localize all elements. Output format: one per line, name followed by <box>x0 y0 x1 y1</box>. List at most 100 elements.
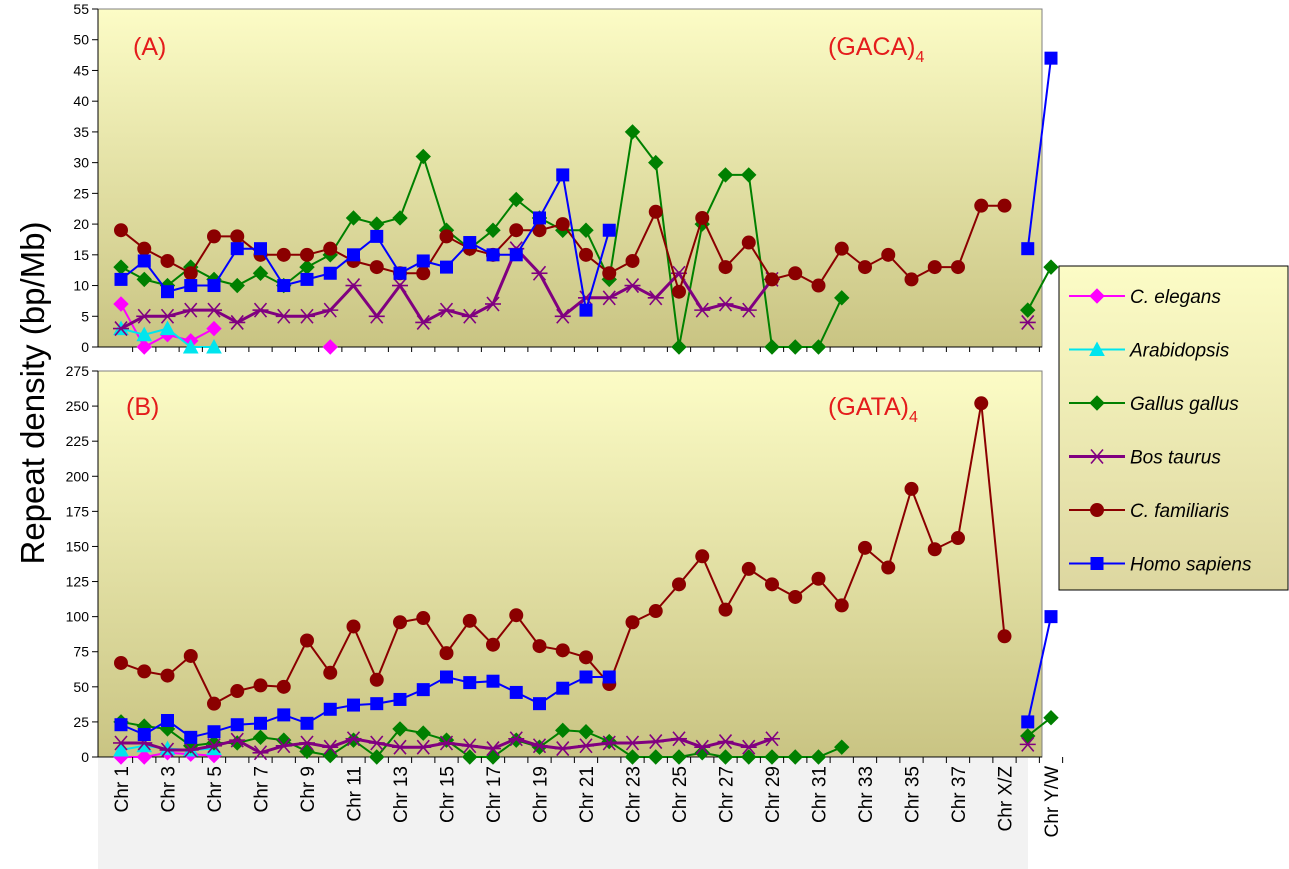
legend-item-homo-sapiens: Homo sapiens <box>1069 555 1252 576</box>
panel-a-series-homo-sapiens-marker <box>370 229 384 243</box>
panel-b-label: (B) <box>126 393 159 421</box>
panel-a-series-c-familiaris-marker <box>300 247 314 262</box>
panel-b-series-bos-taurus-marker-stroke <box>602 735 616 751</box>
panel-b-series-bos-taurus-marker <box>554 741 571 757</box>
panel-a-series-bos-taurus-marker <box>182 302 199 318</box>
panel-b-series-bos-taurus-marker-stroke <box>253 745 268 761</box>
panel-b-series-c-familiaris-marker <box>439 646 454 661</box>
panel-a-series-homo-sapiens-marker <box>184 279 198 293</box>
panel-a-series-bos-taurus-marker-stroke <box>370 308 384 324</box>
panel-a-series-bos-taurus-marker <box>415 314 432 330</box>
panel-a-series-c-familiaris-marker <box>160 253 175 268</box>
panel-b-series-homo-sapiens-marker <box>323 702 337 716</box>
panel-a-series-homo-sapiens-marker <box>393 266 407 280</box>
panel-b-series-bos-taurus-marker <box>764 731 780 747</box>
panel-b-y-tick-label: 25 <box>73 714 89 730</box>
panel-a-series-c-familiaris-marker <box>276 247 291 262</box>
panel-a-series-gallus-gallus-marker <box>229 277 245 294</box>
panel-b-series-bos-taurus-marker-stroke <box>765 731 779 747</box>
panel-a-series-bos-taurus-marker <box>461 308 478 324</box>
x-axis-label-area <box>98 758 1028 869</box>
panel-b-series-bos-taurus-marker <box>578 738 594 754</box>
x-tick-label: Chr Y/W <box>1042 766 1063 838</box>
panel-b-series-bos-taurus-marker <box>322 739 339 755</box>
x-tick-label: Chr 17 <box>484 766 505 823</box>
panel-a-series-c-familiaris-marker <box>672 284 686 299</box>
panel-b-series-c-familiaris-marker <box>346 619 361 634</box>
panel-b-series-gallus-gallus-marker <box>555 722 571 739</box>
x-tick-label: Chr 35 <box>903 766 924 823</box>
panel-b-series-c-familiaris-marker <box>369 672 384 687</box>
panel-a-series-arabidopsis-marker <box>182 338 199 354</box>
x-tick-label: Chr 23 <box>624 766 645 823</box>
panel-b-series-bos-taurus-marker <box>624 735 641 751</box>
panel-a-series-bos-taurus-marker-stroke <box>346 278 361 294</box>
panel-b-series-gallus-gallus-marker <box>834 739 850 755</box>
legend-label: Homo sapiens <box>1130 555 1252 576</box>
panel-a-series <box>113 51 1059 355</box>
x-axis: Chr 1 Chr 3 Chr 5 Chr 7 Chr 9 Chr 11 Chr 13 Chr… <box>112 347 1064 838</box>
panel-a-series-bos-taurus-marker-stroke <box>230 314 244 330</box>
panel-b-series-c-familiaris-marker <box>904 481 919 496</box>
panel-b-series-bos-taurus <box>113 731 1036 761</box>
panel-b-series-c-familiaris-marker <box>811 571 826 586</box>
panel-b-motif-subscript: 4 <box>909 409 918 426</box>
panel-b-series-c-familiaris-marker <box>927 542 942 557</box>
x-tick-label: Chr 31 <box>810 766 831 823</box>
panel-b-series-homo-sapiens-marker <box>114 718 128 732</box>
panel-b-series-gallus-gallus-marker <box>810 749 827 765</box>
panel-a-series-bos-taurus-marker <box>624 278 641 294</box>
legend-bos-taurus-marker-stroke <box>1090 448 1104 465</box>
panel-b-series-bos-taurus-marker <box>438 735 455 751</box>
panel-b-series-gallus-gallus-marker <box>252 729 269 746</box>
panel-b-series-homo-sapiens-marker <box>137 728 151 742</box>
panel-a-series-c-familiaris-marker <box>997 198 1012 213</box>
panel-b-series-c-familiaris-marker <box>741 561 756 576</box>
panel-a-series-gallus-gallus-marker <box>252 265 269 281</box>
panel-b-series-bos-taurus-marker-stroke <box>370 735 384 751</box>
panel-a-series-homo-sapiens-marker <box>137 254 151 268</box>
panel-b-series-bos-taurus-marker-stroke <box>323 739 337 755</box>
panel-a-series-c-familiaris-marker <box>858 260 872 275</box>
panel-b-series-c-familiaris-marker <box>834 598 849 613</box>
panel-a-series-gallus-gallus-marker <box>717 167 734 183</box>
panel-b-series-c-familiaris-marker <box>718 602 733 617</box>
panel-b-series-homo-sapiens-marker <box>463 676 477 690</box>
panel-b-series-homo-sapiens-marker <box>161 714 174 728</box>
panel-a-y-tick-label: 25 <box>73 185 89 201</box>
panel-b-series-homo-sapiens-marker <box>370 697 384 711</box>
panel-b-series-homo-sapiens-marker <box>393 692 407 706</box>
panel-b-series-bos-taurus-marker-stroke <box>486 741 500 757</box>
panel-a-series-homo-sapiens-marker <box>463 236 477 250</box>
panel-b-series-bos-taurus-marker <box>601 735 618 751</box>
panel-a-series-c-elegans-marker <box>136 339 152 355</box>
x-tick-label: Chr 3 <box>159 766 180 812</box>
panel-b-series-homo-sapiens-line <box>1026 616 1052 723</box>
panel-a-series-gallus-gallus-marker <box>810 339 827 355</box>
panel-b-series-bos-taurus-marker-stroke <box>230 732 244 748</box>
panel-b-series-gallus-gallus-marker <box>415 725 431 741</box>
legend-bos-taurus-marker <box>1089 448 1105 465</box>
panel-b-y-axis: 0 25 50 75 100 125 150 175 200 225 250 275 <box>66 363 1042 765</box>
panel-b-series-homo-sapiens-marker <box>440 670 453 684</box>
x-tick-label: Chr 1 <box>112 766 133 812</box>
panel-b-y-tick-label: 250 <box>66 398 90 414</box>
panel-a-series-homo-sapiens-marker <box>416 254 430 268</box>
panel-b-series-c-familiaris-marker <box>648 604 663 619</box>
panel-b-series-bos-taurus-marker <box>206 738 222 754</box>
panel-a-series-bos-taurus-marker-stroke <box>160 308 175 324</box>
panel-b-series-gallus-gallus-marker <box>624 749 641 765</box>
panel-b-series-bos-taurus-marker <box>113 735 129 751</box>
panel-a-plot-area <box>97 8 1043 348</box>
panel-b-series-bos-taurus-marker-stroke <box>718 734 733 750</box>
panel-a-y-tick-label: 40 <box>73 93 89 109</box>
panel-a-series-bos-taurus-marker-stroke <box>207 302 221 318</box>
panel-b-series <box>113 396 1059 765</box>
panel-b-series-bos-taurus-marker <box>182 742 199 758</box>
panel-b-series-c-familiaris-marker <box>114 655 128 670</box>
x-tick-label: Chr 13 <box>391 766 412 823</box>
panel-a-series-bos-taurus-marker <box>275 308 292 324</box>
legend-item-c-elegans: C. elegans <box>1069 287 1221 308</box>
panel-a-series-homo-sapiens-marker <box>230 242 244 256</box>
panel-a-series-c-familiaris-marker <box>625 253 640 268</box>
